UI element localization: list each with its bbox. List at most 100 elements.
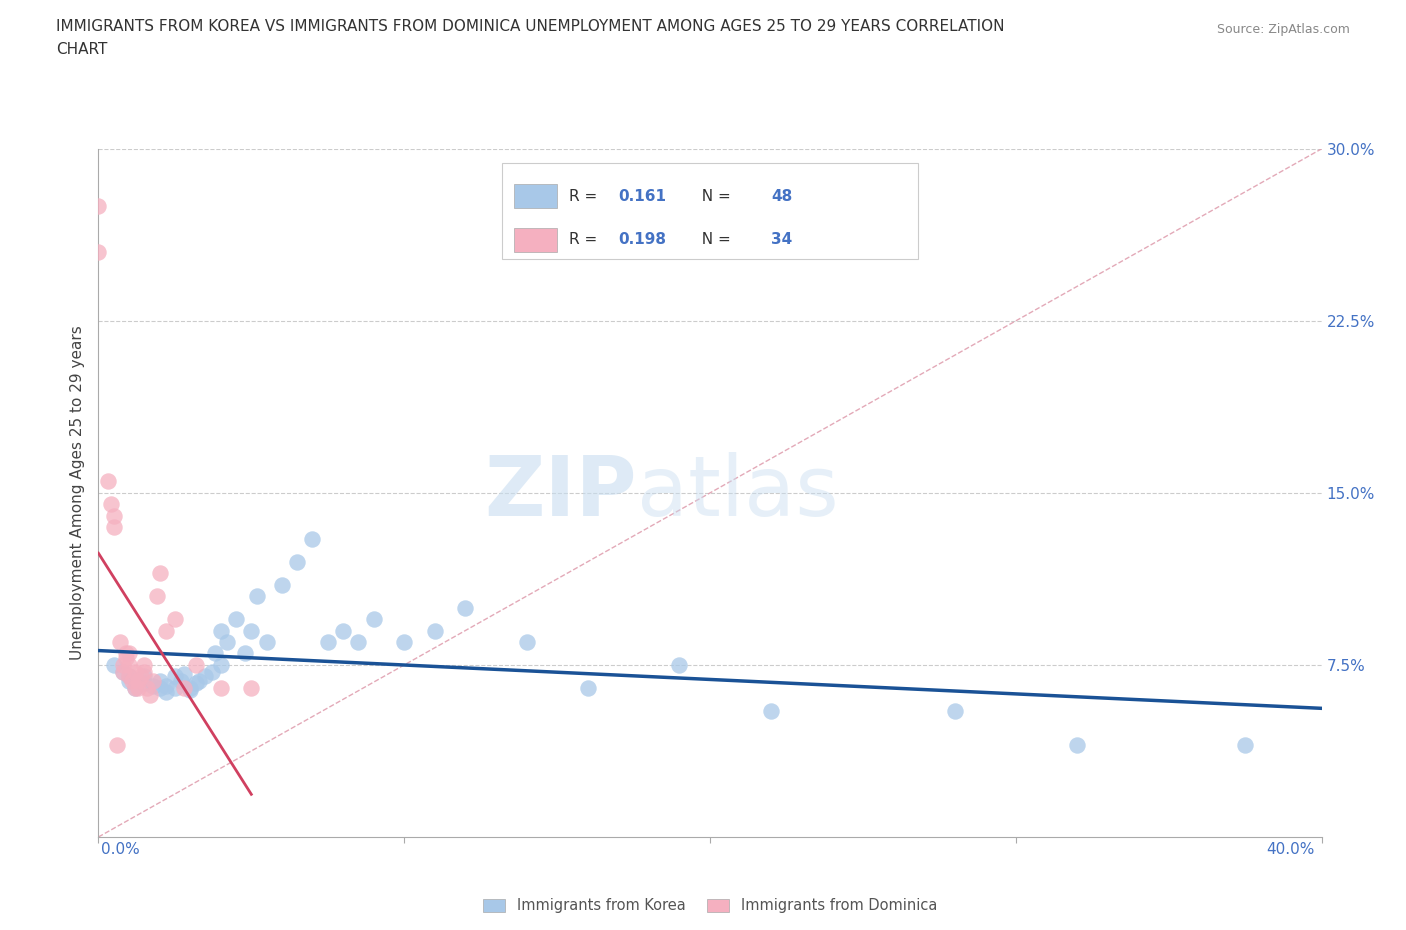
FancyBboxPatch shape xyxy=(515,184,557,208)
Point xyxy=(256,634,278,649)
Point xyxy=(118,658,141,672)
Point xyxy=(111,658,134,672)
Point xyxy=(97,474,120,489)
Point xyxy=(111,664,134,679)
Point xyxy=(103,509,125,524)
Point xyxy=(173,681,195,696)
Point xyxy=(200,664,222,679)
Point xyxy=(155,678,177,693)
Text: 34: 34 xyxy=(772,232,793,247)
Point xyxy=(392,634,416,649)
Point xyxy=(111,664,134,679)
Point xyxy=(118,673,141,688)
Point xyxy=(225,612,247,627)
Point xyxy=(668,658,690,672)
Point xyxy=(316,634,339,649)
Point xyxy=(1234,737,1257,752)
Text: 48: 48 xyxy=(772,189,793,204)
Point xyxy=(155,685,177,700)
Point xyxy=(134,669,156,684)
Point xyxy=(209,681,232,696)
Point xyxy=(186,676,208,691)
Point xyxy=(285,554,308,569)
Point xyxy=(136,681,159,696)
Point xyxy=(124,681,146,696)
Point xyxy=(246,589,269,604)
Point xyxy=(87,199,110,214)
Point xyxy=(139,687,162,702)
Point xyxy=(163,669,186,684)
Text: 0.0%: 0.0% xyxy=(101,842,141,857)
Point xyxy=(129,669,152,684)
Point xyxy=(118,669,141,684)
FancyBboxPatch shape xyxy=(502,163,918,259)
Point xyxy=(134,676,156,691)
Text: R =: R = xyxy=(569,232,603,247)
Text: atlas: atlas xyxy=(637,452,838,534)
Point xyxy=(145,589,167,604)
Point xyxy=(233,646,256,661)
Point xyxy=(1066,737,1088,752)
FancyBboxPatch shape xyxy=(515,228,557,252)
Point xyxy=(163,681,186,696)
Point xyxy=(204,646,226,661)
Point xyxy=(332,623,354,638)
Point xyxy=(179,681,201,696)
Point xyxy=(118,669,141,684)
Point xyxy=(363,612,385,627)
Text: CHART: CHART xyxy=(56,42,108,57)
Y-axis label: Unemployment Among Ages 25 to 29 years: Unemployment Among Ages 25 to 29 years xyxy=(70,326,86,660)
Point xyxy=(100,497,122,512)
Point xyxy=(194,669,217,684)
Text: N =: N = xyxy=(692,189,735,204)
Text: N =: N = xyxy=(692,232,735,247)
Point xyxy=(347,634,370,649)
Point xyxy=(215,634,238,649)
Point xyxy=(186,658,208,672)
Point xyxy=(943,703,966,718)
Point xyxy=(454,600,477,615)
Text: 0.198: 0.198 xyxy=(619,232,666,247)
Point xyxy=(124,681,146,696)
Point xyxy=(149,565,172,580)
Point xyxy=(103,520,125,535)
Point xyxy=(149,681,172,696)
Point xyxy=(516,634,538,649)
Point xyxy=(134,658,156,672)
Point xyxy=(179,683,201,698)
Point xyxy=(103,658,125,672)
Text: IMMIGRANTS FROM KOREA VS IMMIGRANTS FROM DOMINICA UNEMPLOYMENT AMONG AGES 25 TO : IMMIGRANTS FROM KOREA VS IMMIGRANTS FROM… xyxy=(56,19,1005,33)
Point xyxy=(127,673,149,688)
Point xyxy=(188,673,211,688)
Point xyxy=(134,664,156,679)
Point xyxy=(118,646,141,661)
Point xyxy=(108,634,131,649)
Text: R =: R = xyxy=(569,189,603,204)
Point xyxy=(173,667,195,682)
Point xyxy=(155,623,177,638)
Text: 40.0%: 40.0% xyxy=(1267,842,1315,857)
Point xyxy=(576,681,599,696)
Point xyxy=(115,651,138,666)
Point xyxy=(270,578,292,592)
Point xyxy=(142,678,165,693)
Point xyxy=(209,623,232,638)
Point xyxy=(240,681,263,696)
Point xyxy=(163,612,186,627)
Point xyxy=(115,646,138,661)
Point xyxy=(149,673,172,688)
Point xyxy=(423,623,446,638)
Point xyxy=(240,623,263,638)
Point xyxy=(170,673,193,688)
Point xyxy=(301,531,323,546)
Point xyxy=(759,703,782,718)
Legend: Immigrants from Korea, Immigrants from Dominica: Immigrants from Korea, Immigrants from D… xyxy=(477,893,943,919)
Point xyxy=(127,681,149,696)
Text: ZIP: ZIP xyxy=(484,452,637,534)
Text: 0.161: 0.161 xyxy=(619,189,666,204)
Point xyxy=(124,664,146,679)
Point xyxy=(87,245,110,259)
Point xyxy=(142,673,165,688)
Point xyxy=(121,673,143,688)
Point xyxy=(209,658,232,672)
